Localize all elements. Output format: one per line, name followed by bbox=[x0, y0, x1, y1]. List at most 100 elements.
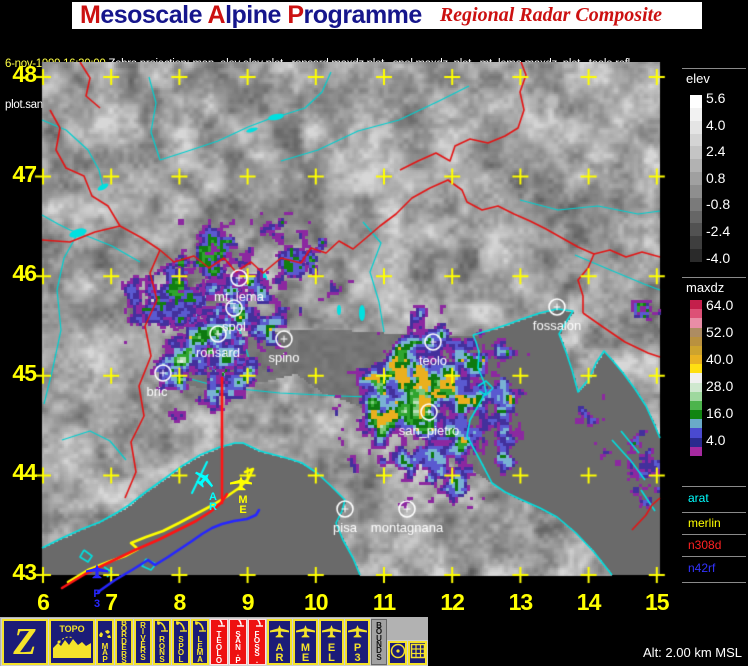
maxdz-tick-label: 64.0 bbox=[706, 297, 734, 313]
title-capital-letter: M bbox=[80, 1, 101, 29]
title-capital-letter: A bbox=[207, 1, 226, 29]
toolbar-button-teolo[interactable]: T E O L O bbox=[210, 619, 228, 665]
title-capital-letter: P bbox=[287, 1, 304, 29]
track-legend-label: n42rf bbox=[688, 561, 716, 575]
app-title: Mesoscale Alpine Programme bbox=[80, 1, 422, 30]
title-bar: Mesoscale Alpine Programme Regional Rada… bbox=[72, 1, 702, 30]
toolbar-button-bounds[interactable]: B O U N D S bbox=[371, 619, 387, 665]
track-legend-label: arat bbox=[688, 491, 709, 505]
button-label: A R bbox=[275, 642, 284, 664]
toolbar-button-p3[interactable]: P 3 bbox=[345, 619, 370, 665]
colorbar-segment bbox=[690, 428, 702, 438]
toolbar-button-rivers[interactable]: R I V E R S bbox=[134, 619, 152, 665]
toolbar-button-grid[interactable] bbox=[408, 641, 427, 665]
radar-antenna-icon bbox=[194, 621, 206, 637]
lat-axis-label: 45 bbox=[12, 359, 37, 386]
colorbar-segment bbox=[690, 236, 702, 250]
title-word: lpine bbox=[225, 1, 288, 29]
track-legend-label: merlin bbox=[688, 516, 721, 530]
toolbar-button-lema[interactable]: L E M A bbox=[191, 619, 209, 665]
radar-composite-map[interactable] bbox=[34, 62, 668, 598]
button-label: S P O L bbox=[177, 635, 185, 664]
elev-tick-label: -4.0 bbox=[706, 249, 731, 266]
colorbar-segment bbox=[690, 382, 702, 392]
button-label: M A P bbox=[101, 641, 109, 664]
legend-divider-line bbox=[682, 512, 746, 513]
colorbar-segment bbox=[690, 345, 702, 356]
altitude-readout: Alt: 2.00 km MSL bbox=[643, 645, 742, 660]
toolbar-button-borders[interactable]: B O R D E R S bbox=[115, 619, 133, 665]
button-label: T E O L O bbox=[215, 629, 223, 665]
airplane-icon bbox=[296, 625, 315, 643]
toolbar-button-electra[interactable]: E L bbox=[319, 619, 344, 665]
toolbar-button-spol[interactable]: S P O L bbox=[172, 619, 190, 665]
colorbar-segment bbox=[690, 400, 702, 411]
toolbar-button-recenter[interactable] bbox=[388, 641, 407, 665]
colorbar-segment bbox=[690, 336, 702, 346]
maxdz-legend-title: maxdz bbox=[686, 280, 725, 295]
lat-axis-label: 47 bbox=[12, 160, 37, 187]
legend-divider-line bbox=[682, 582, 746, 583]
toolbar-button-foss[interactable]: F O S S . bbox=[248, 619, 266, 665]
button-label: L E M A bbox=[196, 635, 204, 664]
toolbar: Z TOPO M A P B O R D E R S R I V E R S R O N … bbox=[0, 617, 428, 666]
radar-antenna-icon bbox=[251, 620, 263, 632]
maxdz-tick-label: 16.0 bbox=[706, 405, 734, 421]
lat-axis-label: 43 bbox=[12, 559, 37, 585]
elev-tick-label: -0.8 bbox=[706, 196, 731, 213]
colorbar-segment bbox=[690, 210, 702, 224]
button-label: B O U N D S bbox=[375, 620, 383, 662]
maxdz-tick-label: 28.0 bbox=[706, 378, 734, 394]
toolbar-button-merlin[interactable]: M E bbox=[293, 619, 318, 665]
button-label: P 3 bbox=[353, 642, 362, 664]
colorbar-segment bbox=[690, 184, 702, 198]
colorbar-segment bbox=[690, 146, 702, 160]
colorbar-segment bbox=[690, 249, 702, 262]
button-label: F O S S . bbox=[253, 629, 261, 665]
elev-tick-label: 4.0 bbox=[706, 116, 726, 133]
radar-antenna-icon bbox=[232, 620, 244, 632]
elev-tick-label: 2.4 bbox=[706, 143, 726, 160]
button-label: S A N . P bbox=[235, 629, 241, 665]
toolbar-button-map[interactable]: M A P bbox=[96, 619, 114, 665]
elev-colorbar bbox=[690, 95, 702, 262]
colorbar-segment bbox=[690, 133, 702, 147]
toolbar-button-arat[interactable]: A R bbox=[267, 619, 292, 665]
legend-divider-line bbox=[682, 486, 746, 487]
colorbar-segment bbox=[690, 391, 702, 401]
button-label: R O N S bbox=[158, 635, 166, 664]
legend-divider-line bbox=[682, 534, 746, 535]
maxdz-tick-label: 4.0 bbox=[706, 432, 726, 448]
radar-antenna-icon bbox=[213, 620, 225, 632]
colorbar-segment bbox=[690, 95, 702, 108]
colorbar-segment bbox=[690, 355, 702, 365]
colorbar-segment bbox=[690, 300, 702, 310]
colorbar-segment bbox=[690, 159, 702, 173]
button-label: B O R D E R S bbox=[120, 619, 128, 665]
zebra-logo-icon: Z bbox=[13, 621, 37, 663]
colorbar-segment bbox=[690, 419, 702, 429]
app-subtitle: Regional Radar Composite bbox=[439, 4, 663, 26]
elev-tick-label: 0.8 bbox=[706, 169, 726, 186]
colorbar-segment bbox=[690, 437, 702, 447]
title-word: rogramme bbox=[303, 1, 423, 29]
grid-icon bbox=[410, 643, 425, 663]
topo-mountain-icon bbox=[53, 634, 91, 663]
legend-divider-line bbox=[682, 68, 746, 69]
toolbar-button-rons[interactable]: R O N S bbox=[153, 619, 171, 665]
elev-tick-label: 5.6 bbox=[706, 90, 726, 106]
toolbar-button-zebra-logo[interactable]: Z bbox=[2, 619, 48, 665]
colorbar-segment bbox=[690, 309, 702, 319]
airplane-icon bbox=[322, 625, 341, 643]
maxdz-tick-label: 40.0 bbox=[706, 351, 734, 367]
colorbar-segment bbox=[690, 327, 702, 337]
colorbar-segment bbox=[690, 197, 702, 211]
world-map-icon bbox=[98, 626, 112, 644]
colorbar-segment bbox=[690, 318, 702, 328]
toolbar-button-topo[interactable]: TOPO bbox=[49, 619, 95, 665]
toolbar-button-san-p[interactable]: S A N . P bbox=[229, 619, 247, 665]
colorbar-segment bbox=[690, 172, 702, 185]
elev-tick-label: -2.4 bbox=[706, 223, 731, 239]
button-label: TOPO bbox=[59, 624, 85, 634]
